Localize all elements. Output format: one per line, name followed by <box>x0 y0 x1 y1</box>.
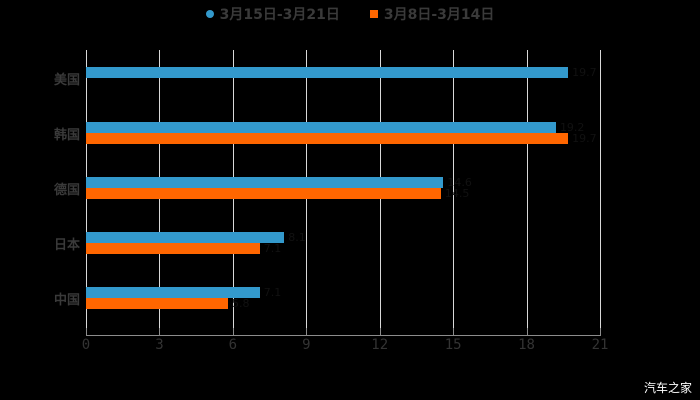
data-label: 19.7 <box>572 132 597 145</box>
data-label: 7.1 <box>263 242 282 255</box>
axis-tick <box>159 328 161 336</box>
category-label: 美国 <box>53 73 80 88</box>
legend-label: 3月8日-3月14日 <box>383 7 495 23</box>
bar-recent-week <box>86 232 285 243</box>
legend-marker-circle-icon <box>205 10 214 18</box>
bar-previous-week <box>86 133 569 144</box>
x-tick-label: 9 <box>302 337 311 353</box>
x-tick-label: 3 <box>155 337 164 353</box>
legend-label: 3月15日-3月21日 <box>219 7 340 23</box>
x-axis-line <box>86 335 600 336</box>
chart-legend: 3月15日-3月21日 3月8日-3月14日 <box>0 4 700 24</box>
x-tick-label: 0 <box>81 337 91 353</box>
axis-tick <box>232 328 234 336</box>
bar-recent-week <box>86 287 260 298</box>
legend-item-series-2[interactable]: 3月8日-3月14日 <box>369 4 495 24</box>
x-tick-label: 15 <box>444 337 462 353</box>
axis-tick <box>600 328 601 336</box>
data-label: 14.5 <box>444 187 470 200</box>
legend-marker-square-icon <box>369 10 378 18</box>
legend-item-series-1[interactable]: 3月15日-3月21日 <box>205 4 340 24</box>
x-tick-label: 18 <box>518 337 535 353</box>
axis-tick <box>86 328 87 336</box>
gridline <box>453 50 455 328</box>
axis-tick <box>453 328 455 336</box>
watermark: 汽车之家 <box>643 381 692 395</box>
data-label: 19.2 <box>559 121 585 134</box>
category-label: 德国 <box>53 183 80 198</box>
data-label: 19.7 <box>572 66 597 79</box>
category-label: 中国 <box>53 293 80 308</box>
axis-tick <box>306 328 308 336</box>
data-label: 14.6 <box>447 176 472 189</box>
bar-previous-week <box>86 243 260 254</box>
gridline <box>600 50 601 328</box>
bar-recent-week <box>86 122 556 133</box>
data-label: 5.8 <box>231 297 250 310</box>
bar-previous-week <box>86 298 228 309</box>
category-label: 日本 <box>53 238 80 253</box>
data-label: 7.1 <box>263 286 282 299</box>
x-tick-label: 6 <box>228 337 238 353</box>
x-tick-label: 21 <box>591 337 609 353</box>
data-label: 8.1 <box>288 231 306 244</box>
axis-tick <box>526 328 528 336</box>
bar-recent-week <box>86 177 444 188</box>
category-label: 韩国 <box>53 128 80 143</box>
bar-previous-week <box>86 188 441 199</box>
axis-tick <box>379 328 381 336</box>
x-tick-label: 12 <box>371 337 389 353</box>
bar-recent-week <box>86 67 569 78</box>
gridline <box>526 50 528 328</box>
